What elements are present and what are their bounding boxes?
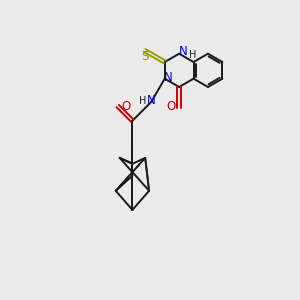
Text: N: N: [164, 71, 173, 84]
Text: S: S: [141, 50, 148, 64]
Text: O: O: [166, 100, 176, 113]
Text: H: H: [139, 96, 147, 106]
Text: N: N: [147, 94, 156, 107]
Text: O: O: [122, 100, 131, 112]
Text: N: N: [178, 45, 188, 58]
Text: H: H: [189, 50, 196, 60]
